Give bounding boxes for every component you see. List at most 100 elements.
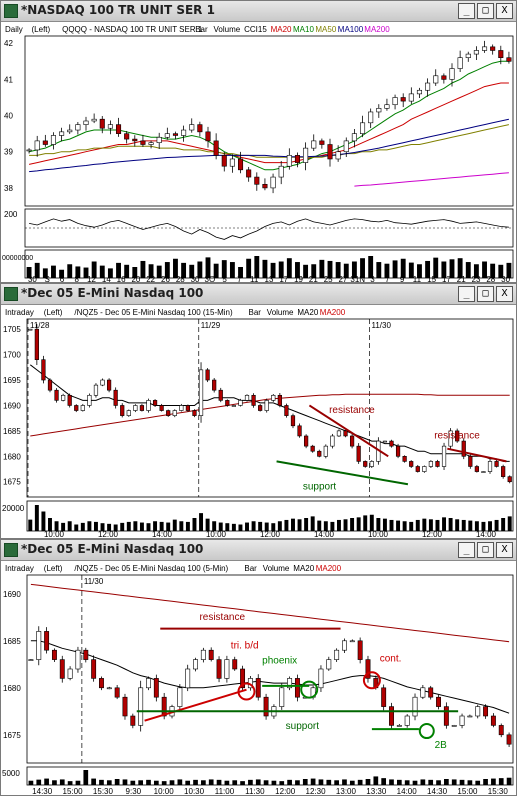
candle-body xyxy=(481,471,486,473)
volume-bar xyxy=(428,519,433,531)
minimize-button[interactable]: _ xyxy=(458,542,475,558)
volume-bar xyxy=(213,263,219,278)
candle-body xyxy=(389,706,394,726)
volume-bar xyxy=(124,264,130,278)
maximize-button[interactable]: □ xyxy=(477,542,494,558)
resistance-label: resistance xyxy=(434,431,480,442)
candle-body xyxy=(286,155,292,167)
candle-body xyxy=(138,687,144,726)
volume-bar xyxy=(336,519,341,531)
candle-body xyxy=(356,445,361,462)
candle-body xyxy=(59,659,65,679)
candle-body xyxy=(205,369,210,381)
volume-bar xyxy=(245,522,249,531)
session-label: 11/30 xyxy=(84,577,104,586)
volume-bar xyxy=(172,519,177,531)
volume-bar xyxy=(343,263,349,278)
candle-body xyxy=(443,706,449,726)
phoenix-circle xyxy=(300,680,319,699)
window-titlebar[interactable]: *Dec 05 E-Mini Nasdaq 100 _ □ X xyxy=(1,540,516,561)
candle-body xyxy=(258,405,263,411)
volume-bar xyxy=(417,264,422,278)
volume-bar xyxy=(277,521,282,531)
volume-bar xyxy=(42,268,48,278)
volume-bar xyxy=(448,518,453,531)
volume-bar xyxy=(461,519,466,531)
volume-bar xyxy=(494,519,499,531)
support-label: support xyxy=(303,481,337,492)
volume-bar xyxy=(310,516,315,531)
candle-body xyxy=(114,687,120,698)
candle-body xyxy=(34,328,39,360)
minimize-button[interactable]: _ xyxy=(458,3,475,19)
session-label: 11/30 xyxy=(372,321,392,330)
price-tick-label: 1685 xyxy=(3,427,21,436)
candle-body xyxy=(384,104,390,109)
volume-bar xyxy=(465,262,471,278)
candle-body xyxy=(238,400,243,406)
daily-chart-canvas[interactable]: Daily (Left) QQQQ - NASDAQ 100 TR UNIT SER… xyxy=(1,22,516,283)
candle-body xyxy=(153,678,159,698)
volume-bar xyxy=(87,521,92,531)
candle-body xyxy=(146,678,151,689)
close-button[interactable]: X xyxy=(496,286,513,302)
candle-body xyxy=(449,68,455,80)
candle-body xyxy=(392,97,398,106)
candle-body xyxy=(404,715,410,726)
volume-bar xyxy=(473,264,479,278)
candle-body xyxy=(336,430,342,437)
candle-body xyxy=(490,46,496,51)
volume-bar xyxy=(318,779,324,785)
volume-bar xyxy=(295,262,300,278)
volume-bar xyxy=(26,267,32,278)
volume-bar xyxy=(173,258,178,278)
candle-body xyxy=(318,668,324,689)
candle-body xyxy=(389,440,394,447)
candle-body xyxy=(244,394,250,401)
close-button[interactable]: X xyxy=(496,3,513,19)
volume-bar xyxy=(148,264,154,278)
volume-bar xyxy=(317,520,322,531)
window-titlebar[interactable]: *Dec 05 E-Mini Nasdaq 100 _ □ X xyxy=(1,284,516,305)
volume-bar xyxy=(284,519,289,531)
window-titlebar[interactable]: *NASDAQ 100 TR UNIT SER 1 _ □ X xyxy=(1,1,516,22)
volume-bar xyxy=(507,516,512,531)
candle-body xyxy=(409,461,414,467)
maximize-button[interactable]: □ xyxy=(477,3,494,19)
close-button[interactable]: X xyxy=(496,542,513,558)
intraday-15min-canvas[interactable]: Intraday (Left) /NQZ5 - Dec 05 E-Mini Nasd… xyxy=(1,305,516,539)
volume-bar xyxy=(221,260,227,278)
date-tick-label: 26 xyxy=(161,275,170,283)
candle-body xyxy=(311,140,317,149)
volume-bar xyxy=(360,258,365,278)
legend-item: MA200 xyxy=(364,25,390,34)
volume-bar xyxy=(75,266,81,278)
candle-body xyxy=(457,57,463,69)
price-tick-label: 1685 xyxy=(3,637,21,646)
volume-bar xyxy=(238,267,243,278)
candle-body xyxy=(255,678,261,698)
volume-bar xyxy=(382,518,387,531)
candle-body xyxy=(319,140,325,145)
volume-bar xyxy=(279,781,285,785)
volume-bar xyxy=(474,521,479,531)
intraday-5min-canvas[interactable]: Intraday (Left) /NQZ5 - Dec 05 E-Mini Nasd… xyxy=(1,561,516,796)
daily-candles-group xyxy=(26,40,512,194)
minimize-button[interactable]: _ xyxy=(458,286,475,302)
support-line xyxy=(276,460,409,486)
candle-body xyxy=(278,165,284,178)
volume-bar xyxy=(351,261,357,278)
volume-tick-label: 5000 xyxy=(2,769,20,778)
resistance-label: resistance xyxy=(329,405,375,416)
candle-body xyxy=(498,50,504,59)
volume-bar xyxy=(262,259,268,278)
intraday15-candles-group xyxy=(28,324,512,484)
candle-body xyxy=(75,649,81,670)
price-tick-label: 1690 xyxy=(3,401,21,410)
maximize-button[interactable]: □ xyxy=(477,286,494,302)
volume-bar xyxy=(161,781,167,785)
volume-bar xyxy=(365,779,371,785)
candle-body xyxy=(422,466,427,472)
candle-body xyxy=(420,687,426,698)
time-tick-label: 12:00 xyxy=(98,530,119,539)
